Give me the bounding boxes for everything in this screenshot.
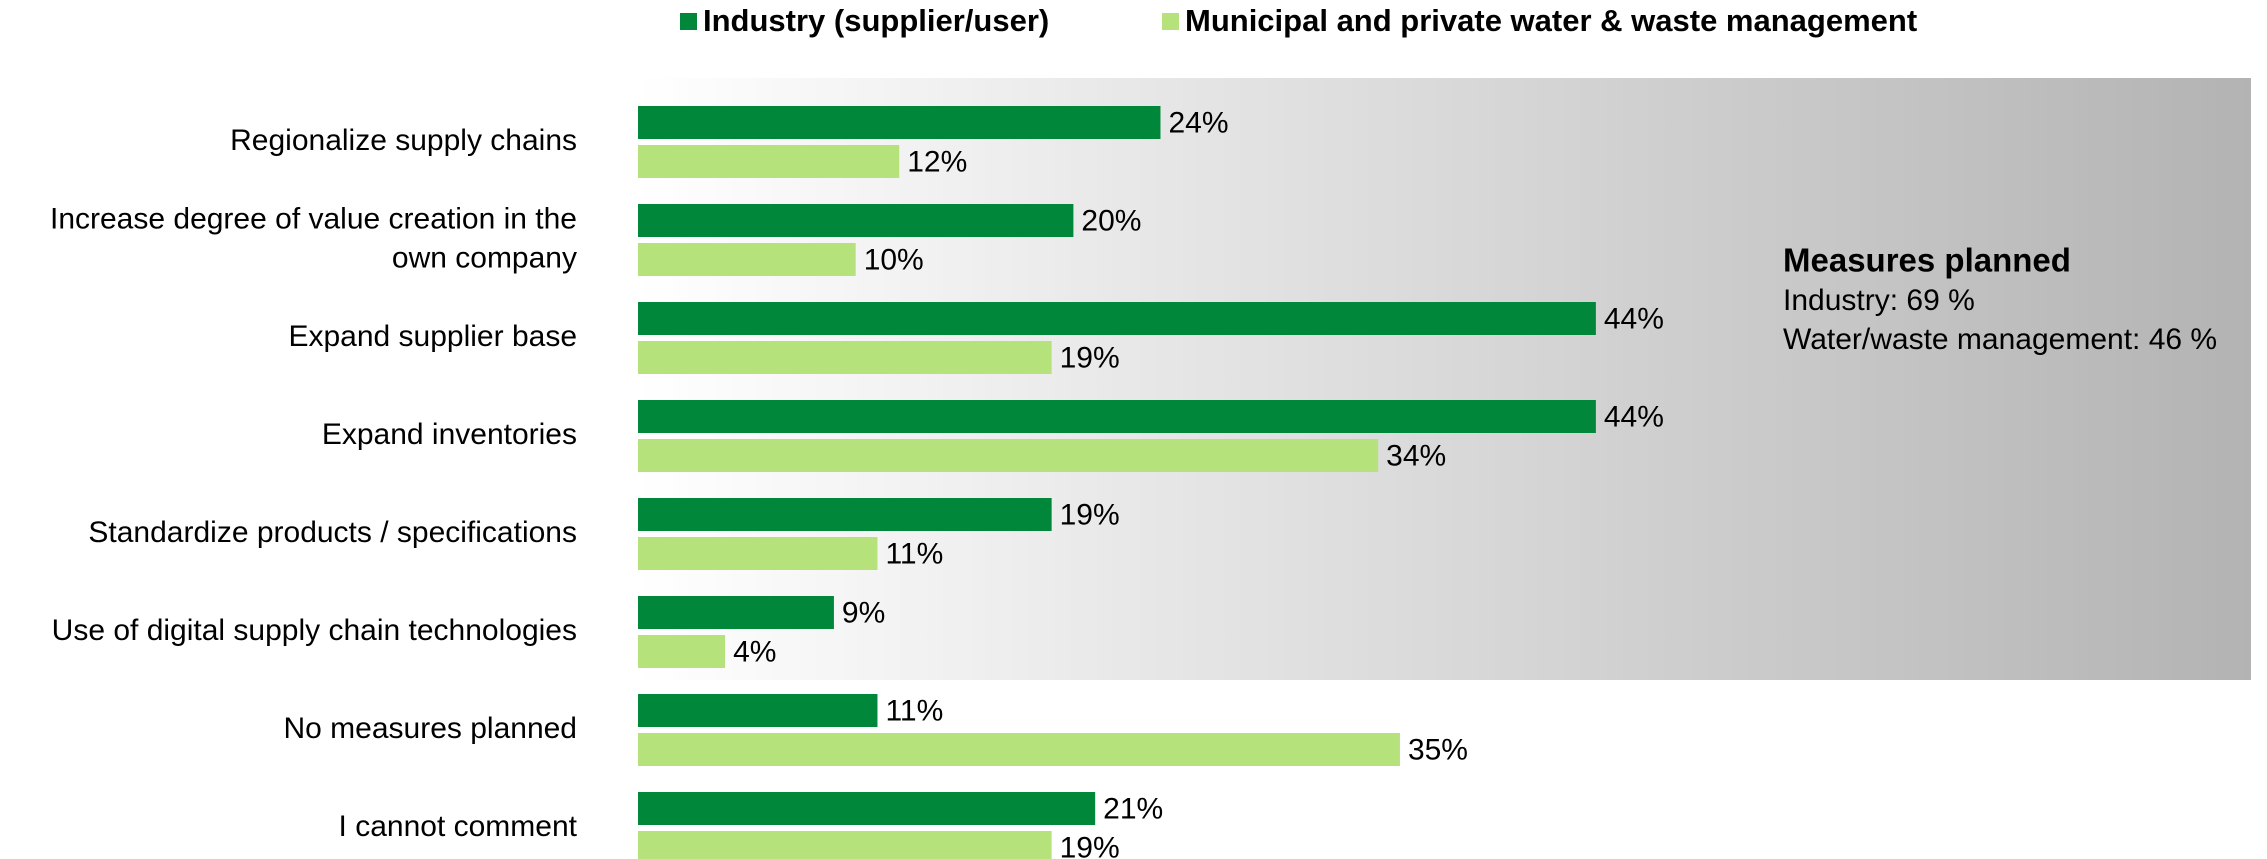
bar xyxy=(638,302,1596,335)
bar xyxy=(638,635,726,668)
bar xyxy=(638,831,1052,859)
value-label: 11% xyxy=(885,694,943,727)
legend-swatch xyxy=(680,13,697,30)
value-label: 20% xyxy=(1081,204,1141,237)
bar xyxy=(638,733,1400,766)
value-label: 24% xyxy=(1168,106,1228,139)
bar xyxy=(638,498,1052,531)
category-label: Expand inventories xyxy=(322,418,577,451)
bar xyxy=(638,400,1596,433)
category-label: I cannot comment xyxy=(339,810,578,843)
annotation-line: Industry: 69 % xyxy=(1783,284,1975,317)
category-label: No measures planned xyxy=(283,712,577,745)
value-label: 44% xyxy=(1604,400,1664,433)
value-label: 19% xyxy=(1060,498,1120,531)
annotation-line: Water/waste management: 46 % xyxy=(1783,323,2217,356)
value-label: 35% xyxy=(1408,733,1468,766)
value-label: 4% xyxy=(733,635,776,668)
bar xyxy=(638,792,1096,825)
category-label: Regionalize supply chains xyxy=(230,124,577,157)
legend-label: Industry (supplier/user) xyxy=(703,3,1049,38)
legend-swatch xyxy=(1162,13,1179,30)
category-label: Standardize products / specifications xyxy=(88,516,577,549)
value-label: 10% xyxy=(864,243,924,276)
bar xyxy=(638,694,878,727)
category-label: Increase degree of value creation in the… xyxy=(50,202,577,274)
value-label: 12% xyxy=(907,145,967,178)
bar xyxy=(638,106,1161,139)
bar xyxy=(638,243,856,276)
bar xyxy=(638,537,878,570)
bar xyxy=(638,145,900,178)
bar xyxy=(638,439,1379,472)
value-label: 21% xyxy=(1103,792,1163,825)
bar xyxy=(638,204,1074,237)
value-label: 19% xyxy=(1060,831,1120,859)
value-label: 9% xyxy=(842,596,885,629)
value-label: 19% xyxy=(1060,341,1120,374)
value-label: 11% xyxy=(885,537,943,570)
category-label: Use of digital supply chain technologies xyxy=(52,614,577,647)
category-label: Expand supplier base xyxy=(288,320,577,353)
bar xyxy=(638,596,834,629)
highlight-region xyxy=(638,78,2251,680)
value-label: 44% xyxy=(1604,302,1664,335)
bar xyxy=(638,341,1052,374)
value-label: 34% xyxy=(1386,439,1446,472)
annotation-title: Measures planned xyxy=(1783,242,2071,279)
legend-label: Municipal and private water & waste mana… xyxy=(1185,3,1917,38)
